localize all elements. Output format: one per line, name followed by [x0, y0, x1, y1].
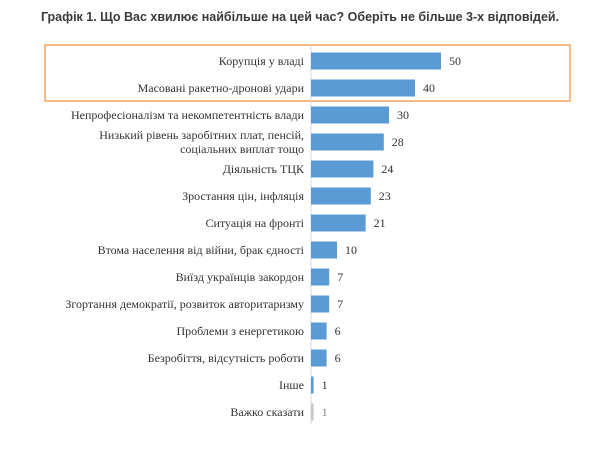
category-label: Низький рівень заробітних плат, пенсій, [99, 128, 304, 142]
bar [311, 79, 415, 97]
bar [311, 160, 374, 178]
data-label: 10 [345, 243, 357, 257]
bar [311, 106, 389, 124]
data-label: 28 [392, 135, 404, 149]
bar [311, 268, 330, 286]
category-label: Діяльність ТЦК [223, 162, 305, 176]
bar [311, 322, 327, 340]
data-label: 40 [423, 81, 435, 95]
data-label: 6 [335, 351, 341, 365]
category-label: Втома населення від війни, брак єдності [98, 243, 305, 257]
data-label: 7 [337, 297, 343, 311]
category-label: Непрофесіоналізм та некомпетентність вла… [71, 108, 305, 122]
category-label: Проблеми з енергетикою [176, 324, 304, 338]
category-label: Корупція у владі [219, 54, 305, 68]
category-label: Зростання цін, інфляція [182, 189, 304, 203]
data-label: 30 [397, 108, 409, 122]
category-label: Згортання демократії, розвиток авторитар… [65, 297, 304, 311]
bar [311, 349, 327, 367]
bar [311, 376, 314, 394]
bar [311, 187, 371, 205]
category-label: Ситуація на фронті [206, 216, 305, 230]
category-label: Безробіття, відсутність роботи [148, 351, 305, 365]
data-label: 7 [337, 270, 343, 284]
category-label: Масовані ракетно-дронові удари [138, 81, 305, 95]
bar [311, 214, 366, 232]
chart-title: Графік 1. Що Вас хвилює найбільше на цей… [40, 10, 560, 24]
data-label: 1 [322, 405, 328, 419]
category-label: соціальних виплат тощо [180, 142, 304, 156]
data-label: 6 [335, 324, 341, 338]
bar [311, 295, 330, 313]
data-label: 1 [322, 378, 328, 392]
bar [311, 403, 314, 421]
category-label: Важко сказати [230, 405, 304, 419]
data-label: 21 [374, 216, 386, 230]
data-label: 23 [379, 189, 391, 203]
data-label: 50 [449, 54, 461, 68]
data-label: 24 [381, 162, 393, 176]
bar [311, 52, 441, 70]
highlight-box [44, 44, 571, 102]
category-label: Виїзд українців закордон [176, 270, 305, 284]
category-label: Інше [279, 378, 304, 392]
bar [311, 133, 384, 151]
bar [311, 241, 337, 259]
